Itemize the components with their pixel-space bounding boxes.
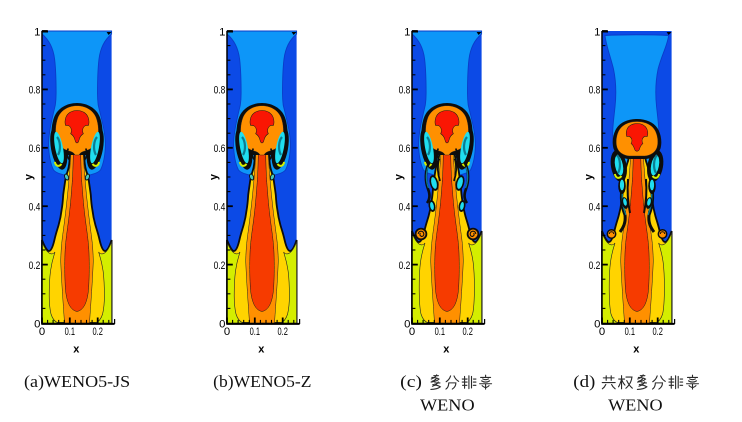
svg-text:0: 0: [219, 318, 225, 330]
svg-text:0.2: 0.2: [589, 260, 601, 272]
svg-text:0.1: 0.1: [250, 326, 260, 338]
svg-text:(a)WENO5-JS: (a)WENO5-JS: [24, 372, 130, 391]
svg-text:(c): (c): [400, 372, 422, 391]
svg-text:(d): (d): [573, 372, 595, 391]
svg-text:x: x: [74, 344, 81, 356]
svg-text:0.2: 0.2: [93, 326, 103, 338]
svg-text:WENO: WENO: [420, 396, 475, 415]
svg-text:y: y: [583, 173, 595, 180]
svg-text:0.6: 0.6: [589, 143, 601, 155]
svg-text:0.8: 0.8: [29, 85, 41, 97]
svg-text:1: 1: [34, 26, 40, 38]
svg-text:y: y: [23, 173, 35, 180]
svg-text:0.2: 0.2: [29, 260, 41, 272]
svg-text:0: 0: [34, 318, 40, 330]
svg-text:0.4: 0.4: [398, 202, 410, 214]
svg-text:0.6: 0.6: [214, 143, 226, 155]
svg-text:0.1: 0.1: [625, 326, 635, 338]
svg-text:WENO: WENO: [608, 396, 662, 415]
svg-text:(b)WENO5-Z: (b)WENO5-Z: [213, 372, 311, 391]
svg-text:1: 1: [404, 26, 410, 38]
svg-text:0.1: 0.1: [65, 326, 75, 338]
svg-text:0.1: 0.1: [434, 326, 444, 338]
svg-text:x: x: [258, 344, 265, 356]
svg-text:0: 0: [224, 326, 230, 338]
svg-text:y: y: [393, 173, 405, 180]
svg-text:0: 0: [599, 326, 605, 338]
svg-text:0: 0: [594, 318, 600, 330]
svg-text:1: 1: [219, 26, 225, 38]
svg-text:x: x: [443, 344, 450, 356]
svg-text:0.6: 0.6: [398, 143, 410, 155]
svg-text:0.6: 0.6: [29, 143, 41, 155]
svg-text:0.4: 0.4: [214, 202, 226, 214]
svg-text:0: 0: [409, 326, 415, 338]
svg-text:0.2: 0.2: [462, 326, 472, 338]
svg-text:0.8: 0.8: [398, 85, 410, 97]
svg-text:0.8: 0.8: [214, 85, 226, 97]
svg-text:y: y: [208, 173, 220, 180]
svg-text:0.2: 0.2: [398, 260, 410, 272]
svg-text:1: 1: [594, 26, 600, 38]
svg-text:0.4: 0.4: [29, 202, 41, 214]
svg-text:0.8: 0.8: [589, 85, 601, 97]
svg-text:0.2: 0.2: [214, 260, 226, 272]
svg-text:0.2: 0.2: [653, 326, 663, 338]
svg-text:x: x: [634, 344, 641, 356]
svg-text:0: 0: [404, 318, 410, 330]
svg-text:0.2: 0.2: [278, 326, 288, 338]
svg-text:0.4: 0.4: [589, 202, 601, 214]
svg-text:0: 0: [39, 326, 45, 338]
